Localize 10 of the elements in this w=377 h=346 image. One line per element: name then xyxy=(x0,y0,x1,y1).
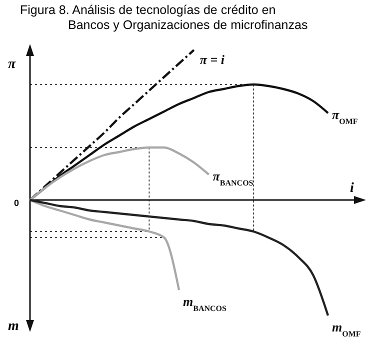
text: m xyxy=(8,319,19,334)
series-label: m$_{BANCOS}$ xyxy=(183,294,228,312)
text: 0 xyxy=(14,198,20,208)
y-axis-title: π xyxy=(8,57,16,72)
chart-title: Figura 8. Análisis de tecnologías de crédito en Bancos y Organizaciones de microfinanzas xyxy=(20,3,308,32)
series-label: π$_{OMF}$ xyxy=(332,107,358,126)
series-label: π$_{BANCOS}$ xyxy=(212,168,254,187)
series-label: m$_{OMF}$ xyxy=(332,320,361,338)
series-label: π = i xyxy=(200,52,225,67)
x-axis-title: i xyxy=(350,181,354,196)
